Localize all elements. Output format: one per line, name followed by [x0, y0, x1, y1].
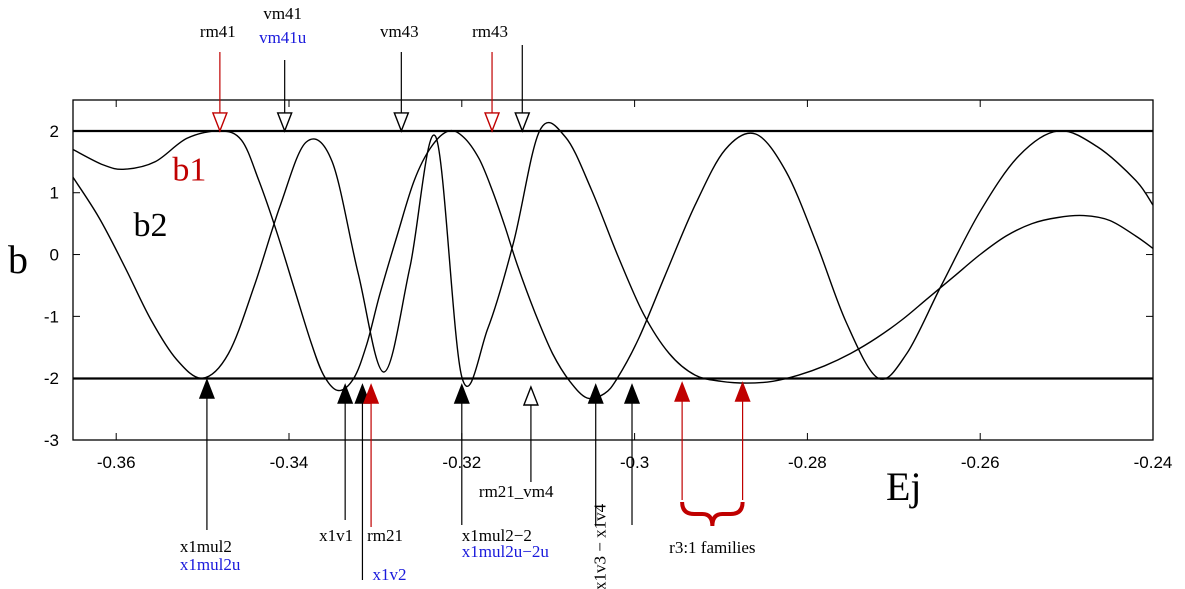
- annotation-label: x1mul2u−2u: [462, 542, 550, 561]
- y-tick-label: 0: [50, 246, 59, 265]
- y-tick-label: -3: [44, 431, 59, 450]
- y-tick-label: 2: [50, 122, 59, 141]
- annotation-label: rm41: [200, 22, 236, 41]
- curve-label-b2: b2: [133, 207, 167, 244]
- x-tick-label: -0.26: [961, 453, 1000, 472]
- annotation-arrow-head: [623, 383, 641, 404]
- y-tick-label: 1: [50, 184, 59, 203]
- y-tick-label: -1: [44, 307, 59, 326]
- annotation-label: rm21: [367, 526, 403, 545]
- x-tick-label: -0.36: [97, 453, 136, 472]
- x-axis-title: Ej: [886, 464, 922, 509]
- y-tick-label: -2: [44, 369, 59, 388]
- x-tick-label: -0.28: [788, 453, 827, 472]
- annotation-arrow-head: [484, 112, 501, 133]
- y-axis-title: b: [8, 237, 28, 282]
- families-label: r3:1 families: [669, 538, 755, 557]
- x-tick-label: -0.24: [1134, 453, 1173, 472]
- annotation-arrow-head: [211, 112, 228, 133]
- curve-label-b1: b1: [172, 151, 206, 188]
- annotation-label: x1v2: [372, 565, 406, 584]
- annotation-label: x1mul2u: [180, 555, 241, 574]
- annotation-label: x1mul2−2: [462, 526, 532, 545]
- series-line-b2: [72, 121, 1154, 387]
- annotation-arrow-head: [522, 385, 539, 406]
- x-tick-label: -0.3: [620, 453, 649, 472]
- ticks-layer: -0.36 -0.34 -0.32 -0.3 -0.28 -0.26 -0.24-3-2-1…: [44, 100, 1173, 472]
- annotation-arrow-head: [276, 112, 293, 133]
- annotation-label: x1v1: [319, 526, 353, 545]
- annotation-label: vm41: [263, 4, 302, 23]
- annotation-arrow-head: [393, 112, 410, 133]
- annotation-arrow-head: [587, 383, 604, 404]
- annotation-arrow-head: [363, 383, 380, 404]
- annotation-label: x1mul2: [180, 537, 232, 556]
- annotation-label: x1v3 − x1v4: [591, 503, 610, 589]
- annotation-label: rm43: [472, 22, 508, 41]
- annotation-label: vm43: [380, 22, 419, 41]
- families-brace: [680, 501, 745, 527]
- x-tick-label: -0.34: [270, 453, 309, 472]
- annotation-arrow-head: [514, 112, 531, 133]
- plot-frame: [72, 99, 1154, 441]
- series-line-b1: [72, 129, 1154, 400]
- annotation-arrow-head: [674, 381, 691, 402]
- annotation-label: rm21_vm4: [479, 482, 554, 501]
- annotation-arrow-head: [337, 383, 354, 404]
- annotation-arrow-head: [734, 381, 751, 402]
- annotation-arrow-head: [198, 378, 215, 399]
- annotation-arrow-head: [453, 383, 470, 404]
- annotation-label: vm41u: [259, 28, 307, 47]
